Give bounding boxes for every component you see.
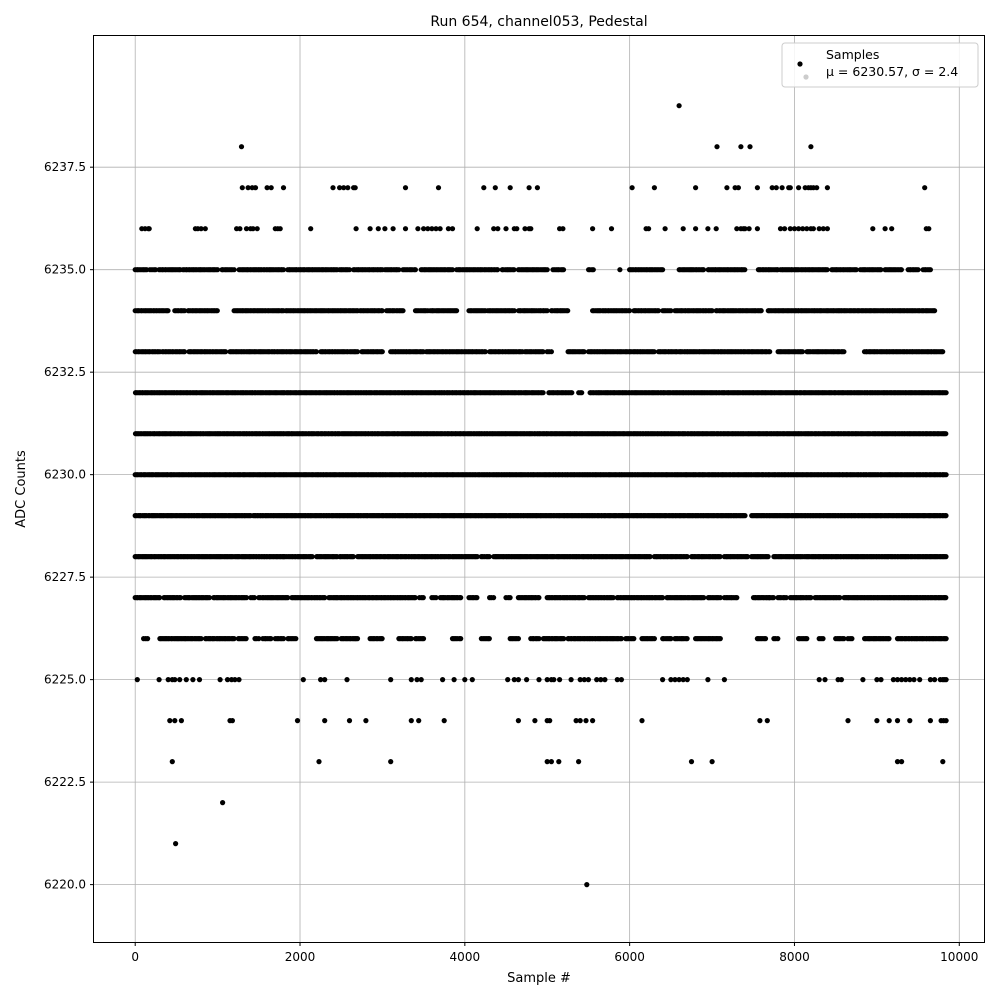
sample-point — [655, 308, 662, 314]
sample-point — [152, 267, 159, 273]
sample-point — [943, 554, 949, 560]
sample-point — [709, 308, 715, 314]
sample-point — [569, 390, 575, 396]
sample-point — [943, 472, 949, 478]
sample-point — [927, 267, 934, 273]
sample-point — [898, 267, 905, 273]
sample-point — [495, 267, 501, 273]
sample-point — [565, 308, 571, 314]
sample-point — [181, 349, 188, 355]
sample-point — [841, 349, 847, 355]
sample-point — [231, 267, 237, 273]
sample-point — [799, 349, 806, 355]
sample-point — [767, 349, 773, 355]
chart-title: Run 654, channel053, Pedestal — [430, 14, 647, 30]
sample-point — [449, 267, 456, 273]
sample-point — [853, 267, 859, 273]
sample-point — [214, 308, 220, 314]
sample-point — [742, 513, 748, 519]
sample-point — [734, 595, 740, 601]
sample-point — [379, 308, 385, 314]
sample-point — [627, 308, 633, 314]
sample-point — [940, 349, 946, 355]
sample-point — [313, 349, 319, 355]
sample-point — [742, 267, 748, 273]
sample-point — [165, 308, 171, 314]
sample-point — [560, 267, 567, 273]
sample-point — [346, 267, 353, 273]
sample-point — [660, 267, 666, 273]
sample-point — [765, 554, 771, 560]
sample-point — [223, 349, 229, 355]
sample-points — [132, 103, 949, 888]
sample-point — [507, 595, 513, 601]
sample-point — [943, 513, 949, 519]
sample-point — [548, 349, 555, 355]
sample-point — [400, 308, 406, 314]
sample-point — [579, 390, 585, 396]
sample-point — [700, 267, 707, 273]
sample-point — [943, 390, 949, 396]
sample-point — [379, 349, 385, 355]
sample-point — [511, 267, 517, 273]
sample-point — [491, 595, 497, 601]
sample-point — [590, 267, 596, 273]
sample-point — [280, 267, 287, 273]
sample-point — [420, 595, 426, 601]
sample-point — [396, 267, 402, 273]
sample-point — [454, 308, 460, 314]
sample-point — [474, 595, 480, 601]
sample-point — [824, 267, 830, 273]
sample-point — [943, 431, 949, 437]
sample-point — [932, 308, 938, 314]
sample-point — [182, 308, 188, 314]
sample-point — [215, 267, 221, 273]
sample-point — [412, 267, 418, 273]
sample-point — [540, 390, 546, 396]
sample-point — [458, 595, 464, 601]
sample-point — [544, 267, 550, 273]
sample-point — [536, 595, 542, 601]
sample-point — [309, 554, 315, 560]
sample-point — [915, 267, 921, 273]
sample-point — [486, 554, 492, 560]
sample-point — [544, 308, 550, 314]
sample-point — [668, 308, 674, 314]
sample-point — [617, 267, 623, 273]
sample-point — [354, 349, 361, 355]
sample-point — [878, 267, 884, 273]
sample-point — [770, 595, 777, 601]
sample-point — [701, 595, 707, 601]
sample-point — [758, 308, 764, 314]
sample-point — [511, 308, 517, 314]
